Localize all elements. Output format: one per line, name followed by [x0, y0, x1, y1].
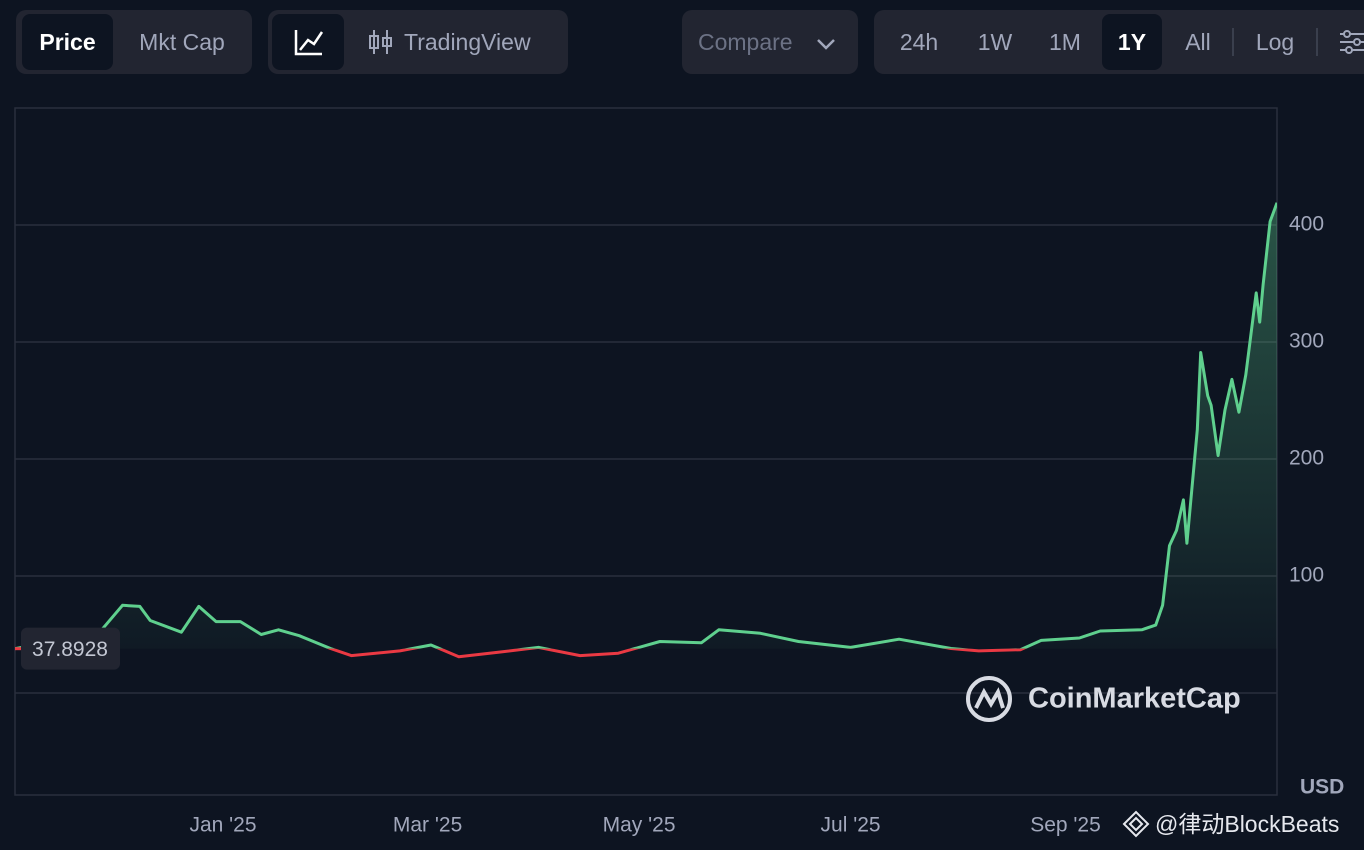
line-view-button[interactable]	[272, 14, 344, 70]
log-button[interactable]: Log	[1255, 29, 1295, 55]
y-tick-label: 300	[1289, 330, 1324, 353]
x-tick-label: Jan '25	[189, 814, 256, 837]
x-tick-label: Sep '25	[1030, 814, 1101, 837]
tradingview-button[interactable]: TradingView	[362, 14, 558, 70]
tab[interactable]: Price	[22, 14, 113, 70]
price-area	[15, 202, 1277, 649]
baseline-badge	[21, 627, 120, 670]
compare-group: Compare	[682, 10, 858, 74]
line-icon	[294, 30, 324, 56]
price-line-down	[15, 648, 1027, 659]
compare-dropdown[interactable]: Compare	[682, 14, 858, 70]
separator	[1232, 28, 1234, 56]
y-tick-label: 400	[1289, 213, 1324, 236]
candle-icon	[369, 30, 392, 54]
x-tick-label: May '25	[603, 814, 676, 837]
view-group: TradingView	[268, 10, 568, 74]
watermark-logo	[966, 676, 1012, 722]
source: @律动BlockBeats	[1155, 811, 1339, 837]
y-tick-label: 200	[1289, 447, 1324, 470]
x-tick-label: Mar '25	[393, 814, 462, 837]
range-button[interactable]: 1M	[1049, 29, 1081, 55]
baseline-label: 37.8928	[32, 638, 108, 661]
chevron	[817, 39, 835, 50]
separator	[1316, 28, 1318, 56]
range-button[interactable]: 1Y	[1102, 14, 1162, 70]
range-button[interactable]: 24h	[899, 29, 939, 55]
range-group: 24h 1W 1M 1Y All Log	[874, 10, 1364, 74]
compare-label: Compare	[698, 29, 793, 55]
settings-icon[interactable]	[1338, 27, 1364, 57]
y-tick-label: 100	[1289, 564, 1324, 587]
price-line-up	[15, 202, 1277, 649]
x-tick-label: Jul '25	[821, 814, 881, 837]
tab-group: Price Mkt Cap	[16, 10, 252, 74]
range-button[interactable]: All	[1185, 29, 1211, 55]
tradingview-label: TradingView	[404, 29, 531, 55]
unit-label: USD	[1300, 776, 1344, 799]
tab[interactable]: Mkt Cap	[139, 29, 225, 55]
range-button[interactable]: 1W	[977, 29, 1013, 55]
source-icon	[1122, 810, 1150, 838]
watermark: CoinMarketCap	[1028, 683, 1241, 715]
